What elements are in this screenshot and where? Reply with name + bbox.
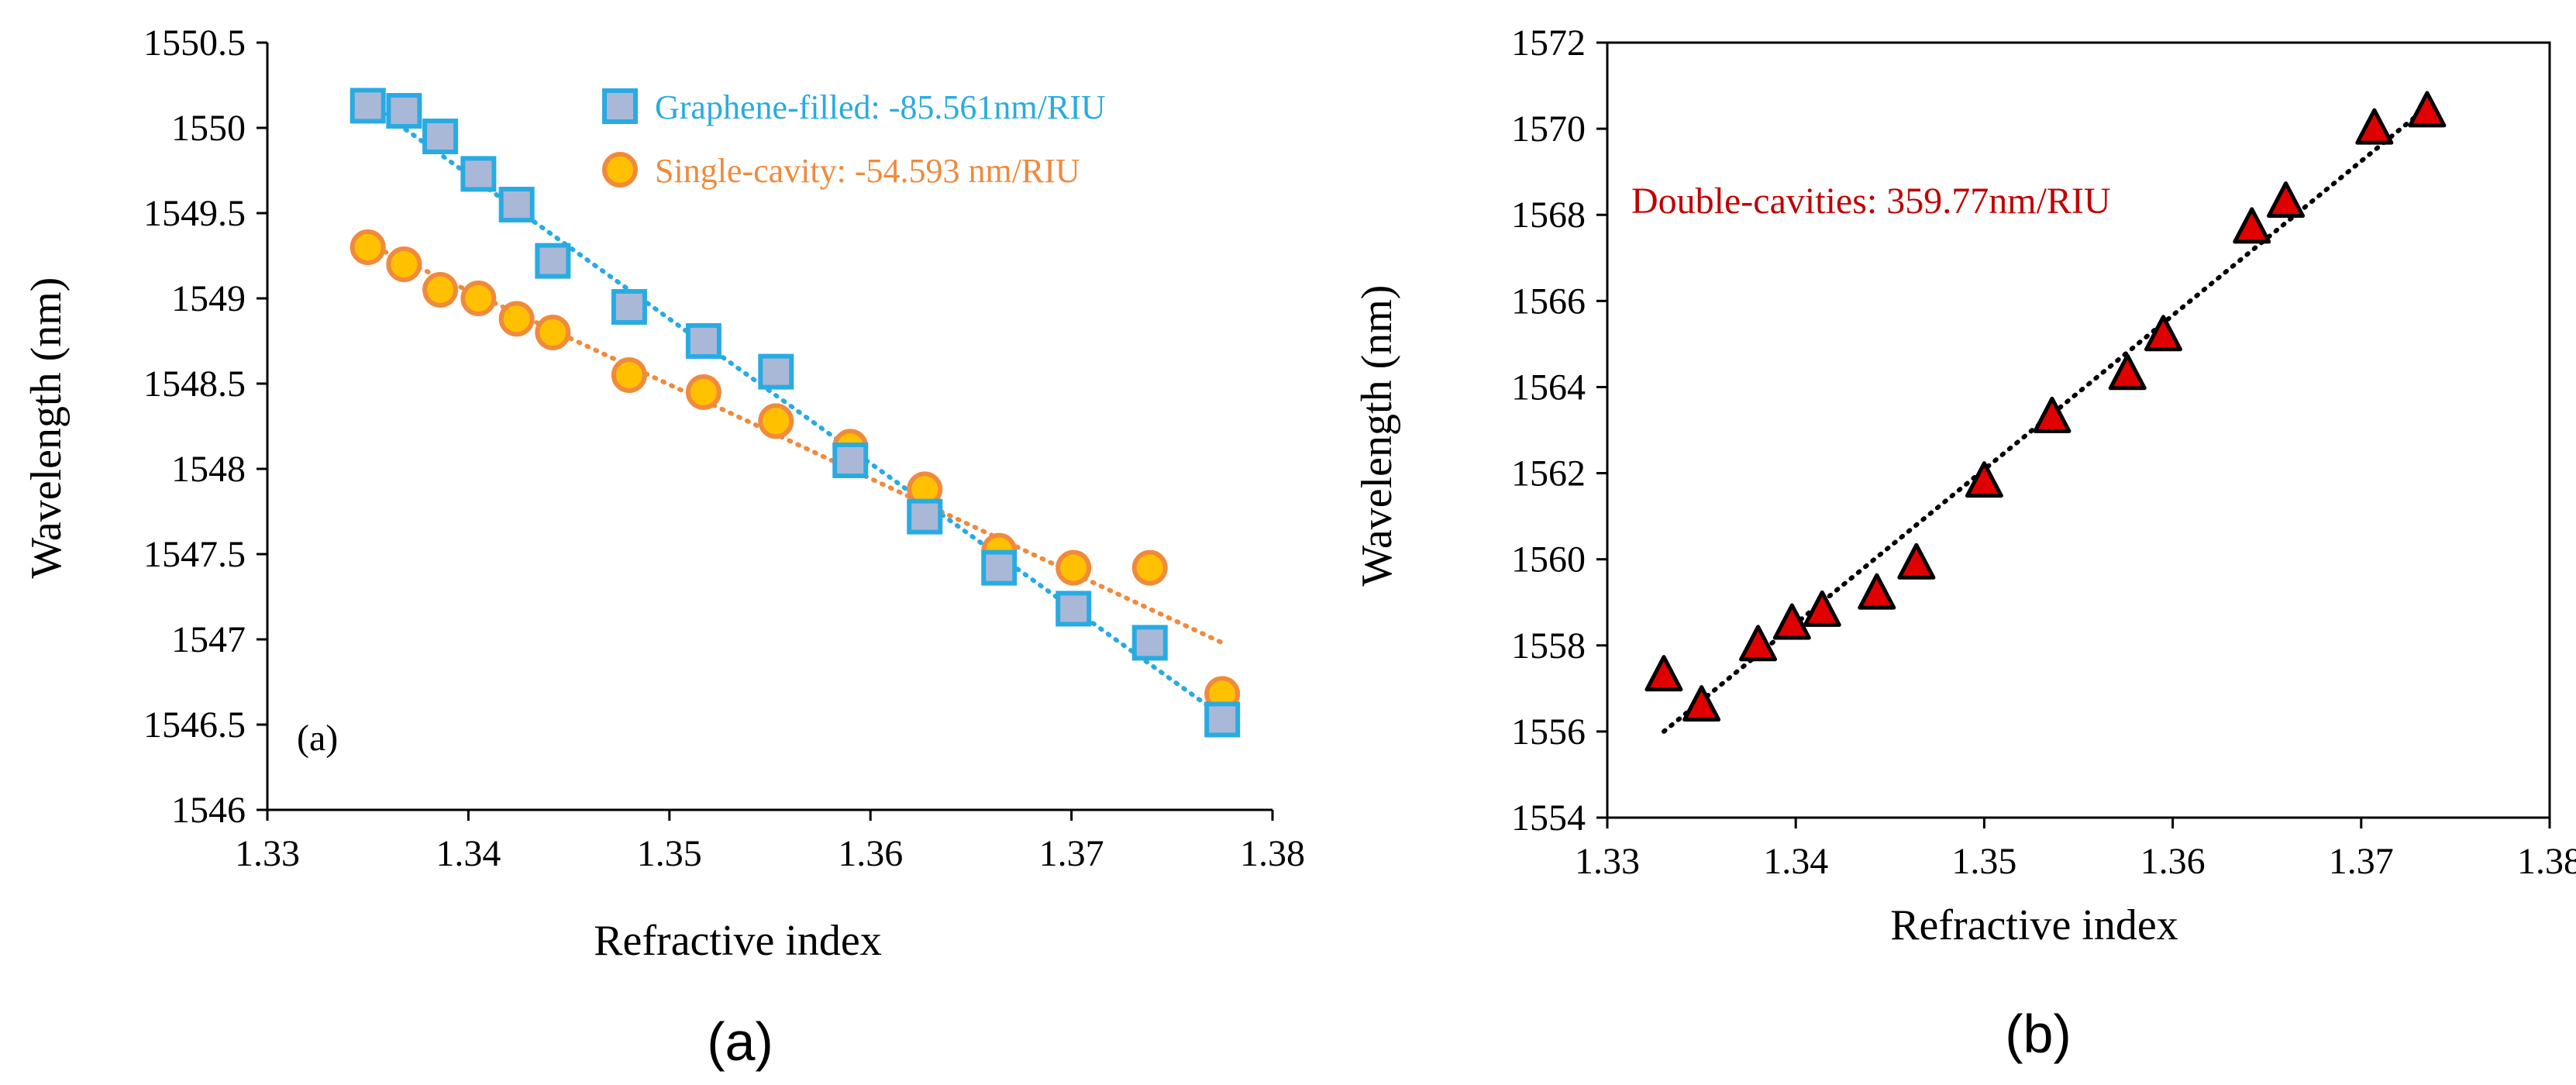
legend-marker-series-2 — [602, 152, 638, 188]
chart-panel-b: Wavelength (nm) Refractive index (b) 1.3… — [1353, 22, 2576, 1064]
data-point-series-1 — [685, 323, 721, 359]
data-point-series-2 — [350, 229, 386, 265]
y-tick-label: 1549 — [171, 278, 246, 319]
y-tick-label: 1546 — [171, 790, 246, 831]
plot-frame — [1606, 41, 2551, 819]
trendline-annotation: Double-cavities: 359.77nm/RIU — [1631, 181, 2111, 222]
y-tick-label: 1550 — [171, 108, 246, 149]
x-axis-label: Refractive index — [1890, 901, 2178, 949]
data-point-series-1 — [2267, 181, 2306, 219]
y-tick-label: 1562 — [1511, 453, 1586, 494]
data-point-series-1 — [1204, 701, 1241, 738]
legend-label-series-1: Graphene-filled: -85.561nm/RIU — [655, 88, 1106, 126]
data-point-series-1 — [1772, 603, 1811, 640]
data-point-series-1 — [1739, 625, 1778, 662]
data-point-series-2 — [535, 315, 571, 350]
y-axis-label: Wavelength (nm) — [22, 277, 71, 579]
data-point-series-2 — [685, 374, 721, 410]
data-point-series-1 — [2355, 108, 2394, 145]
data-point-series-2 — [1131, 549, 1168, 586]
x-tick-label: 1.35 — [1951, 841, 2016, 882]
x-tick-label: 1.38 — [1240, 833, 1305, 874]
y-tick-label: 1568 — [1511, 195, 1586, 236]
data-point-series-1 — [386, 93, 422, 129]
data-point-series-1 — [611, 289, 647, 325]
y-tick-label: 1548.5 — [143, 363, 246, 405]
data-point-series-1 — [907, 498, 943, 535]
legend-marker-series-1 — [602, 88, 638, 124]
data-point-series-1 — [2033, 396, 2071, 433]
y-tick-label: 1558 — [1511, 625, 1586, 666]
data-point-series-1 — [1682, 685, 1721, 722]
data-point-series-1 — [2233, 207, 2271, 244]
data-point-series-1 — [2408, 91, 2447, 128]
y-tick-label: 1550.5 — [143, 22, 246, 64]
x-tick-label: 1.33 — [1575, 841, 1640, 882]
y-tick-label: 1556 — [1511, 711, 1586, 753]
x-tick-label: 1.36 — [838, 833, 903, 874]
data-point-series-1 — [2108, 353, 2147, 391]
x-tick-label: 1.33 — [235, 833, 300, 874]
y-tick-label: 1547.5 — [143, 534, 246, 575]
data-point-series-2 — [1056, 549, 1092, 586]
data-point-series-1 — [460, 156, 497, 192]
x-tick-label: 1.34 — [1763, 841, 1828, 882]
y-tick-label: 1554 — [1511, 797, 1586, 839]
data-point-series-2 — [386, 246, 422, 282]
data-point-series-1 — [1858, 573, 1896, 610]
data-point-series-1 — [498, 187, 535, 222]
data-point-series-1 — [1131, 625, 1168, 661]
x-tick-label: 1.36 — [2140, 841, 2206, 882]
panel-caption: (a) — [707, 1011, 773, 1072]
y-tick-label: 1547 — [171, 619, 246, 660]
data-point-series-1 — [350, 88, 386, 124]
data-point-series-2 — [758, 403, 794, 439]
data-point-series-2 — [498, 301, 535, 337]
y-tick-label: 1570 — [1511, 108, 1586, 150]
y-tick-label: 1564 — [1511, 367, 1586, 408]
y-axis-label: Wavelength (nm) — [1353, 285, 1401, 587]
y-tick-label: 1548 — [171, 449, 246, 490]
x-tick-label: 1.37 — [1039, 833, 1104, 874]
y-tick-label: 1549.5 — [143, 193, 246, 234]
panel-label: (a) — [297, 718, 338, 759]
panel-caption: (b) — [2005, 1004, 2071, 1064]
x-axis-label: Refractive index — [594, 917, 882, 965]
data-point-series-1 — [1965, 461, 2003, 498]
data-point-series-1 — [758, 353, 794, 390]
trendline-series-2 — [365, 241, 1225, 646]
y-tick-label: 1546.5 — [143, 704, 246, 746]
x-tick-label: 1.37 — [2329, 841, 2394, 882]
data-point-series-1 — [1897, 542, 1936, 580]
y-tick-label: 1566 — [1511, 281, 1586, 322]
y-tick-label: 1560 — [1511, 539, 1586, 580]
data-point-series-1 — [422, 119, 459, 154]
data-point-series-1 — [1803, 590, 1841, 627]
data-point-series-2 — [422, 272, 459, 308]
data-point-series-1 — [2144, 315, 2182, 352]
x-tick-label: 1.34 — [436, 833, 501, 874]
x-tick-label: 1.38 — [2517, 841, 2576, 882]
x-tick-label: 1.35 — [637, 833, 702, 874]
legend-label-series-2: Single-cavity: -54.593 nm/RIU — [655, 152, 1080, 190]
trendline-series-1 — [365, 100, 1225, 718]
data-point-series-1 — [1056, 591, 1092, 627]
data-point-series-2 — [611, 357, 647, 393]
data-point-series-1 — [1644, 655, 1683, 692]
data-point-series-1 — [832, 443, 869, 478]
data-point-series-1 — [535, 243, 571, 279]
data-point-series-1 — [981, 549, 1018, 586]
data-point-series-2 — [460, 281, 497, 316]
y-tick-label: 1572 — [1511, 22, 1586, 64]
chart-panel-a: Wavelength (nm) Refractive index (a) 1.3… — [22, 22, 1305, 1072]
